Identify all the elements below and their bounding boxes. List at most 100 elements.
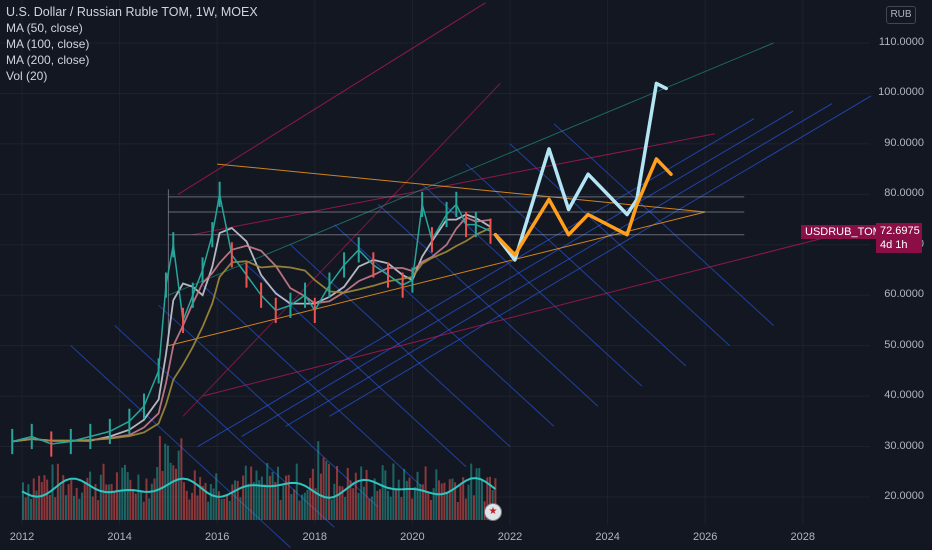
- volume-bar: [27, 484, 30, 520]
- volume-bar: [285, 475, 288, 520]
- volume-bar: [336, 465, 339, 520]
- volume-bar: [298, 500, 301, 520]
- symbol-label: USDRUB_TOM: [801, 225, 886, 239]
- triangle-top: [217, 163, 706, 213]
- volume-bar: [113, 491, 116, 520]
- last-price: 72.6975: [880, 225, 920, 237]
- fan-line-ascending: [197, 118, 755, 447]
- volume-bar: [22, 482, 24, 520]
- volume-bar: [234, 480, 237, 520]
- volume-bar: [123, 464, 126, 520]
- volume-bar: [325, 460, 328, 520]
- volume-bar: [231, 484, 234, 520]
- volume-bar: [411, 498, 414, 520]
- volume-bar: [177, 450, 180, 520]
- volume-bar: [118, 491, 121, 520]
- volume-bar: [309, 478, 312, 520]
- legend-volume[interactable]: Vol (20): [6, 69, 48, 83]
- volume-bar: [250, 466, 253, 520]
- volume-bar: [107, 484, 110, 520]
- fan-line-descending: [158, 304, 379, 508]
- volume-bar: [478, 468, 481, 520]
- volume-bar: [472, 495, 475, 520]
- red-ray: [177, 2, 486, 195]
- volume-bar: [295, 463, 298, 520]
- volume-bar: [236, 480, 239, 520]
- volume-bar: [467, 484, 470, 520]
- volume-bar: [360, 466, 363, 520]
- price-line: [12, 194, 491, 445]
- volume-bar: [199, 477, 202, 520]
- volume-bar: [169, 462, 172, 520]
- volume-bar: [271, 471, 274, 520]
- fan-line-descending: [465, 163, 687, 367]
- volume-bar: [207, 501, 210, 520]
- volume-bar: [70, 480, 73, 520]
- x-tick-label: 2016: [204, 531, 230, 543]
- volume-bar: [454, 482, 457, 520]
- volume-bar: [314, 488, 317, 520]
- y-tick-label: 100.0000: [878, 86, 924, 99]
- volume-bar: [183, 482, 186, 520]
- volume-bar: [83, 483, 86, 520]
- volume-bar: [239, 497, 242, 520]
- volume-bar: [456, 501, 459, 520]
- forecast-white-path: [493, 81, 668, 262]
- volume-bar: [440, 483, 443, 520]
- volume-bar: [424, 466, 427, 520]
- volume-bar: [419, 484, 422, 520]
- red-ray: [182, 83, 501, 417]
- volume-bar: [115, 472, 118, 520]
- volume-bar: [129, 479, 132, 520]
- x-tick-label: 2020: [400, 531, 425, 543]
- volume-bar: [164, 443, 167, 520]
- volume-bar: [134, 493, 137, 520]
- us-flag-icon[interactable]: ★: [484, 503, 502, 521]
- x-tick-label: 2022: [497, 531, 523, 543]
- fan-line-ascending: [329, 95, 872, 417]
- volume-bar: [185, 490, 188, 520]
- volume-bar: [43, 475, 46, 520]
- volume-bar: [244, 465, 247, 520]
- teal-ray: [168, 42, 774, 296]
- volume-bar: [247, 483, 250, 520]
- fan-line-ascending: [241, 110, 794, 437]
- volume-bar: [370, 496, 373, 520]
- volume-bar: [191, 492, 194, 520]
- volume-bar: [86, 477, 89, 520]
- fan-line-descending: [202, 284, 423, 488]
- legend-ma50[interactable]: MA (50, close): [6, 21, 83, 35]
- volume-bar: [392, 463, 395, 520]
- volume-bar: [327, 463, 330, 520]
- volume-bar: [486, 477, 489, 520]
- bar-countdown: 4d 1h: [880, 239, 908, 251]
- volume-bar: [172, 465, 175, 520]
- volume-bar: [397, 479, 400, 520]
- volume-bar: [421, 484, 424, 520]
- volume-bar: [193, 470, 196, 520]
- volume-bar: [255, 470, 258, 520]
- volume-bar: [78, 498, 81, 520]
- volume-bar: [99, 474, 102, 520]
- x-tick-label: 2028: [790, 531, 816, 543]
- volume-bar: [333, 483, 336, 520]
- volume-bar: [357, 492, 360, 520]
- volume-bar: [266, 463, 269, 520]
- volume-bar: [354, 472, 357, 520]
- legend-ma200[interactable]: MA (200, close): [6, 53, 90, 67]
- y-tick-label: 20.0000: [884, 490, 924, 502]
- last-price-label: 72.6975 4d 1h: [876, 223, 922, 253]
- volume-bar: [166, 445, 169, 520]
- volume-bar: [413, 486, 416, 520]
- currency-button[interactable]: RUB: [886, 6, 916, 24]
- volume-bar: [378, 489, 381, 520]
- volume-bar: [317, 441, 320, 520]
- volume-bar: [161, 471, 164, 520]
- legend-ma100[interactable]: MA (100, close): [6, 37, 90, 51]
- volume-bar: [89, 471, 92, 520]
- volume-bar: [32, 478, 35, 520]
- ma100-line: [12, 216, 491, 443]
- volume-bar: [24, 497, 27, 520]
- volume-bar: [188, 499, 191, 520]
